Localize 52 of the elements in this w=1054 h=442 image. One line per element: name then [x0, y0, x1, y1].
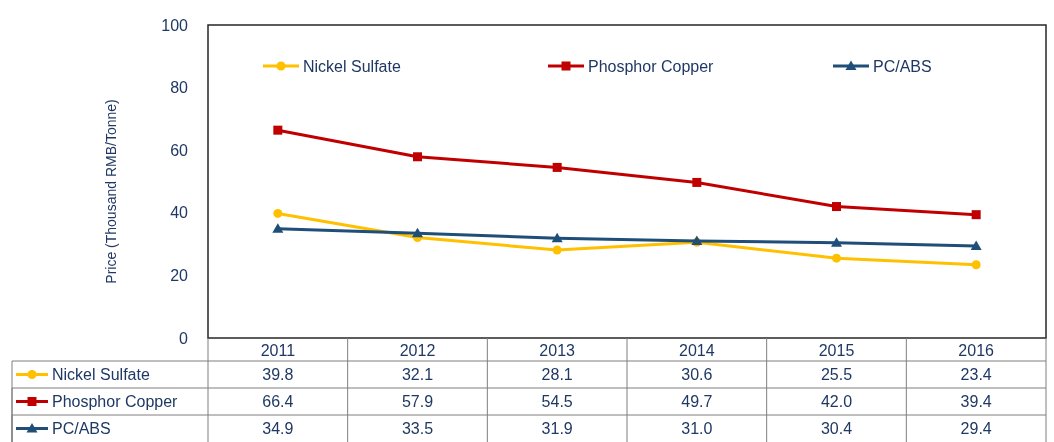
legend-label: PC/ABS	[873, 57, 932, 75]
y-tick-label: 40	[170, 204, 189, 222]
point	[970, 240, 982, 250]
x-tick-label: 2012	[399, 342, 436, 360]
data-label: 32.1	[401, 366, 434, 384]
data-label: 28.1	[541, 366, 573, 384]
data-label: 66.4	[262, 393, 294, 411]
legend-label: Phosphor Copper	[588, 57, 715, 75]
data-label: 57.9	[401, 393, 434, 411]
data-label: 23.4	[960, 366, 992, 384]
text: PC/ABS	[52, 420, 111, 438]
data-label: 31.9	[541, 420, 573, 438]
data-label: 33.5	[401, 420, 434, 438]
data-label: 39.8	[262, 366, 294, 384]
y-tick-label: 100	[161, 16, 189, 34]
legend-label: Nickel Sulfate	[303, 57, 401, 75]
data-label: 30.4	[820, 420, 853, 438]
x-tick-label: 2016	[958, 342, 995, 360]
y-tick-label: 0	[179, 329, 189, 347]
point	[273, 208, 283, 218]
data-label: 29.4	[960, 420, 992, 438]
data-label: 54.5	[541, 393, 573, 411]
data-label: 31.0	[681, 420, 713, 438]
data-label: 39.4	[960, 393, 992, 411]
text: Phosphor Copper	[52, 393, 178, 411]
point	[551, 232, 563, 243]
point	[971, 260, 981, 270]
point	[692, 177, 702, 187]
x-tick-label: 2013	[539, 342, 576, 360]
y-tick-label: 80	[170, 79, 189, 97]
point	[831, 237, 842, 247]
x-tick-label: 2011	[260, 342, 296, 360]
y-axis-title: Price (Thousand RMB/Tonne)	[103, 99, 119, 284]
point	[552, 162, 562, 172]
data-label: 30.6	[681, 366, 713, 384]
point	[552, 245, 562, 255]
point	[413, 152, 422, 162]
data-label: 25.5	[820, 366, 853, 384]
point	[412, 227, 423, 238]
point	[971, 210, 981, 220]
text: Nickel Sulfate	[52, 366, 150, 384]
point	[272, 223, 284, 233]
y-tick-label: 60	[170, 141, 189, 159]
point	[273, 125, 283, 135]
point	[832, 253, 841, 263]
data-label: 34.9	[262, 420, 294, 438]
x-tick-label: 2014	[679, 342, 715, 360]
point	[832, 202, 841, 212]
x-tick-label: 2015	[818, 342, 855, 360]
y-tick-label: 20	[170, 267, 189, 284]
data-label: 42.0	[820, 393, 853, 411]
data-label: 49.7	[681, 393, 713, 411]
